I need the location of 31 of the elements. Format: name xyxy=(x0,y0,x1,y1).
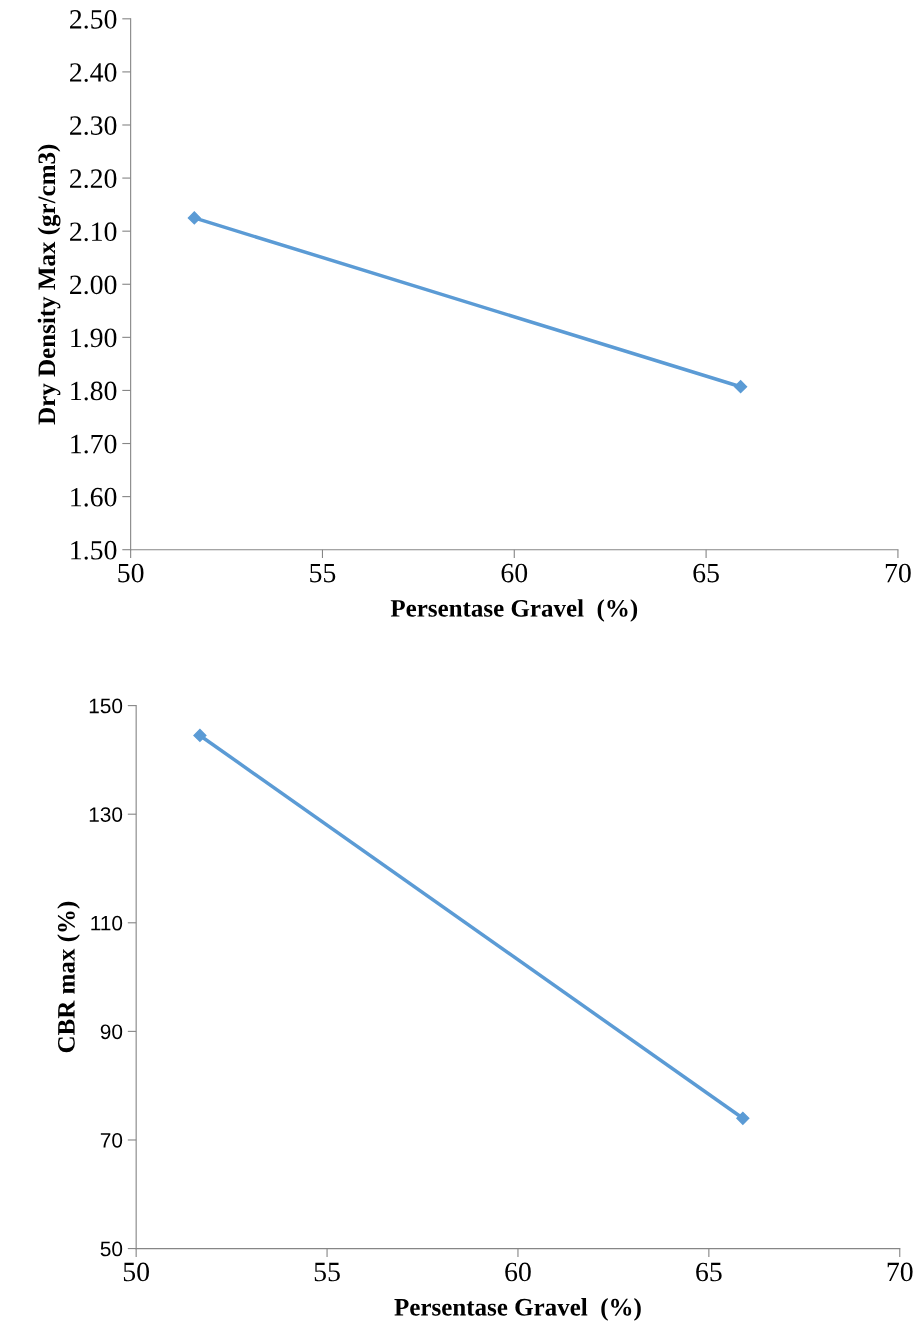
y-tick-label: 50 xyxy=(100,1241,123,1257)
x-tick-label: 50 xyxy=(123,1262,149,1282)
y-axis-title: Dry Density Max (gr/cm3) xyxy=(37,144,61,425)
x-tick-label: 60 xyxy=(501,563,528,583)
x-tick-label: 70 xyxy=(885,563,911,583)
y-tick-label: 2.30 xyxy=(70,116,117,136)
y-tick-label: 90 xyxy=(100,1024,123,1040)
y-tick-label: 150 xyxy=(89,698,123,714)
y-tick-label: 110 xyxy=(91,915,123,931)
x-tick-label: 60 xyxy=(505,1262,531,1282)
y-tick-label: 2.50 xyxy=(70,9,117,29)
y-tick-label: 2.10 xyxy=(70,222,117,242)
x-tick-label: 55 xyxy=(314,1262,340,1282)
x-tick-label: 70 xyxy=(887,1262,913,1282)
y-tick-label: 1.50 xyxy=(71,540,117,560)
x-tick-label: 50 xyxy=(118,563,144,583)
y-tick-label: 1.80 xyxy=(71,381,117,401)
x-tick-label: 55 xyxy=(310,563,336,583)
x-tick-label: 65 xyxy=(693,563,719,583)
y-tick-label: 1.70 xyxy=(71,434,117,454)
y-axis-title: CBR max (%) xyxy=(57,901,80,1053)
y-tick-label: 1.60 xyxy=(71,487,117,507)
y-tick-label: 1.90 xyxy=(71,328,117,348)
x-tick-label: 65 xyxy=(696,1262,722,1282)
x-axis-title: Persentase Gravel (%) xyxy=(394,1298,641,1321)
y-tick-label: 70 xyxy=(100,1132,123,1148)
x-axis-title: Persentase Gravel (%) xyxy=(390,599,638,622)
y-tick-label: 2.40 xyxy=(70,63,117,82)
y-tick-label: 2.00 xyxy=(70,275,117,295)
y-tick-label: 130 xyxy=(89,807,123,822)
y-tick-label: 2.20 xyxy=(70,169,117,189)
